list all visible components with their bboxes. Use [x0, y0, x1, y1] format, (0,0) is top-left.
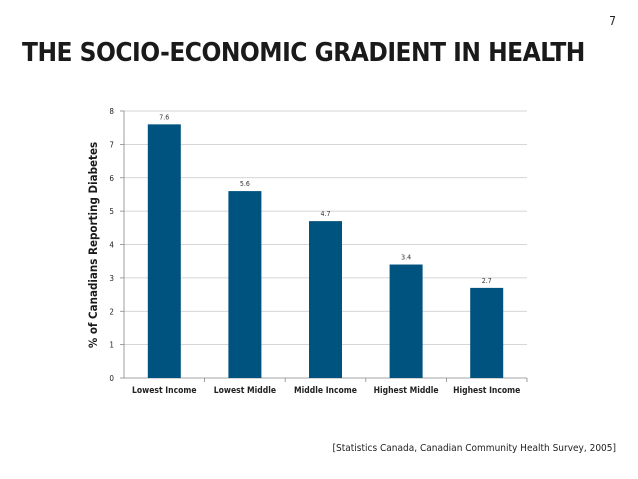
bar	[147, 124, 181, 378]
y-tick-label: 7	[109, 140, 114, 149]
data-label: 5.6	[240, 180, 250, 188]
bars	[147, 124, 504, 378]
page-number: 7	[609, 14, 616, 28]
data-label: 3.4	[401, 254, 411, 262]
y-tick-label: 6	[109, 174, 114, 183]
y-axis: 0 1 2 3 4 5 6 7 8	[109, 107, 125, 383]
y-tick-label: 3	[109, 274, 114, 283]
gridlines	[124, 110, 527, 346]
category-label: Lowest Middle	[214, 386, 276, 396]
bar	[228, 191, 262, 378]
data-labels: 7.6 5.6 4.7 3.4 2.7	[159, 113, 491, 285]
category-labels: Lowest Income Lowest Middle Middle Income H…	[132, 386, 520, 396]
y-tick-label: 2	[109, 307, 114, 316]
bar	[470, 287, 504, 378]
source-citation: [Statistics Canada, Canadian Community H…	[332, 443, 616, 454]
bar	[389, 264, 423, 378]
y-tick-label: 0	[109, 374, 114, 383]
slide-title: THE SOCIO-ECONOMIC GRADIENT IN HEALTH	[22, 38, 585, 68]
data-label: 4.7	[320, 210, 330, 218]
x-axis	[124, 377, 528, 382]
y-tick-label: 8	[109, 107, 114, 116]
bar	[309, 221, 342, 378]
data-label: 7.6	[159, 113, 169, 121]
y-tick-label: 1	[109, 341, 114, 350]
category-label: Highest Middle	[374, 386, 439, 396]
category-label: Highest Income	[453, 386, 520, 396]
category-label: Lowest Income	[132, 386, 196, 396]
y-axis-title: % of Canadians Reporting Diabetes	[86, 142, 100, 348]
y-tick-label: 4	[109, 241, 114, 250]
category-label: Middle Income	[294, 386, 357, 396]
data-label: 2.7	[482, 277, 492, 285]
y-tick-label: 5	[109, 207, 114, 216]
